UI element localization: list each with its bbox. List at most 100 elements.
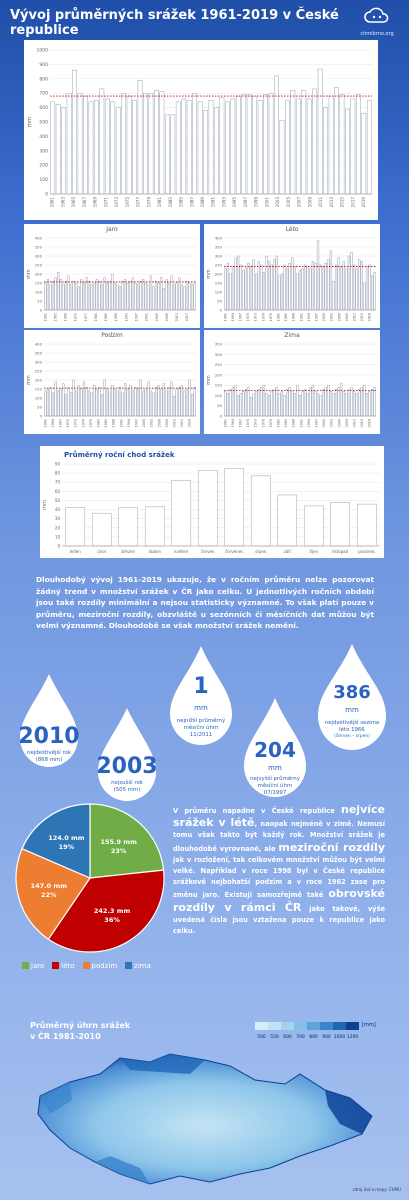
bar: [312, 88, 318, 195]
pie-percent-label: 36%: [104, 916, 120, 924]
y-tick-label: 200: [35, 272, 43, 277]
drop-label: 07/1997: [263, 790, 287, 796]
bar: [118, 286, 122, 311]
bar: [186, 100, 192, 195]
x-tick-label: 2001: [264, 197, 269, 208]
bar: [219, 97, 225, 195]
bar: [193, 282, 196, 311]
bar: [185, 388, 189, 417]
bar: [126, 282, 129, 311]
y-tick-label: 10: [55, 534, 61, 539]
bar: [242, 391, 245, 417]
pie-percent-label: 22%: [41, 891, 57, 899]
y-axis-label: mm: [27, 375, 32, 385]
x-tick-label: 1982: [276, 313, 280, 321]
bar: [126, 388, 129, 417]
bar: [334, 87, 339, 195]
bar: [306, 98, 312, 195]
bar: [358, 259, 361, 311]
bar: [59, 388, 62, 417]
bar: [262, 384, 266, 417]
x-tick-label: 2006: [157, 419, 161, 427]
bar: [55, 104, 61, 195]
bar: [90, 284, 93, 311]
bar: [255, 273, 258, 311]
water-drop-icon: [244, 698, 306, 797]
chart-title: Léto: [286, 226, 299, 233]
bar: [355, 268, 358, 311]
bar: [148, 92, 154, 195]
bar: [224, 101, 230, 195]
y-tick-label: 150: [35, 281, 43, 286]
x-tick-label: 2003: [330, 313, 334, 321]
x-tick-label: 2000: [142, 419, 146, 427]
bar: [88, 101, 94, 195]
bar: [77, 92, 83, 195]
y-tick-label: 100: [215, 290, 223, 295]
bar: [118, 507, 139, 547]
x-tick-label: 1988: [292, 419, 296, 427]
legend-swatch: [346, 1022, 359, 1030]
legend-value: 550: [270, 1034, 279, 1040]
y-tick-label: 300: [215, 352, 223, 357]
bar: [75, 282, 78, 311]
bar: [54, 277, 57, 311]
seasons-paragraph: V průměru napadne v České republice nejv…: [173, 803, 385, 936]
x-tick-label: 1991: [119, 419, 123, 427]
y-tick-label: 50: [217, 403, 222, 408]
bar: [226, 262, 230, 311]
bar: [121, 92, 127, 195]
bar: [229, 273, 232, 311]
y-tick-label: 150: [215, 383, 223, 388]
bar: [296, 273, 299, 311]
monthly-chart: Průměrný roční chod srážek 0 10 20 30 40 50 60 7…: [42, 450, 380, 554]
bar: [288, 386, 291, 417]
water-drop-icon: [170, 646, 232, 745]
x-tick-label: 2005: [155, 313, 159, 321]
bar: [95, 279, 98, 311]
bar: [178, 277, 181, 311]
drop-unit: mm: [268, 764, 282, 772]
water-drop-icon: [98, 708, 156, 801]
x-tick-label: 1973: [254, 419, 258, 427]
bar: [69, 284, 73, 311]
bar: [103, 379, 106, 417]
bar: [347, 389, 351, 417]
legend-value: 1200: [347, 1034, 359, 1040]
bar: [72, 280, 75, 311]
bar: [260, 386, 263, 417]
bar: [77, 385, 80, 417]
bar: [175, 388, 178, 417]
x-tick-label: 2017: [350, 197, 355, 208]
bar: [144, 388, 147, 417]
pie-slice-zima: [21, 803, 91, 879]
legend-swatch: [294, 1022, 307, 1030]
y-tick-label: 700: [39, 91, 48, 97]
x-tick-label: 1973: [114, 197, 119, 208]
bar: [157, 385, 160, 417]
bar: [203, 110, 208, 195]
x-tick-label: 1973: [74, 313, 78, 321]
y-tick-label: 20: [55, 525, 61, 530]
x-tick-label: 2009: [165, 313, 169, 321]
bar: [368, 264, 371, 311]
bar: [324, 262, 327, 311]
bar: [241, 94, 247, 195]
legend-swatch: [333, 1022, 346, 1030]
x-tick-label: 1987: [189, 197, 194, 208]
bar: [339, 94, 345, 195]
bar: [224, 268, 227, 311]
bar: [131, 277, 135, 311]
bar: [154, 280, 158, 311]
bar: [183, 286, 186, 311]
y-tick-label: 400: [35, 342, 43, 347]
bar: [358, 389, 361, 417]
bar: [352, 391, 356, 417]
drop-driest-year: 2003 nejsušší rok (505 mm): [94, 706, 160, 808]
drop-value: 2003: [96, 754, 158, 779]
bar: [51, 280, 55, 311]
pie-value-label: 147.0 mm: [31, 882, 68, 890]
x-tick-label: 1988: [292, 313, 296, 321]
x-tick-label: 1985: [284, 419, 288, 427]
